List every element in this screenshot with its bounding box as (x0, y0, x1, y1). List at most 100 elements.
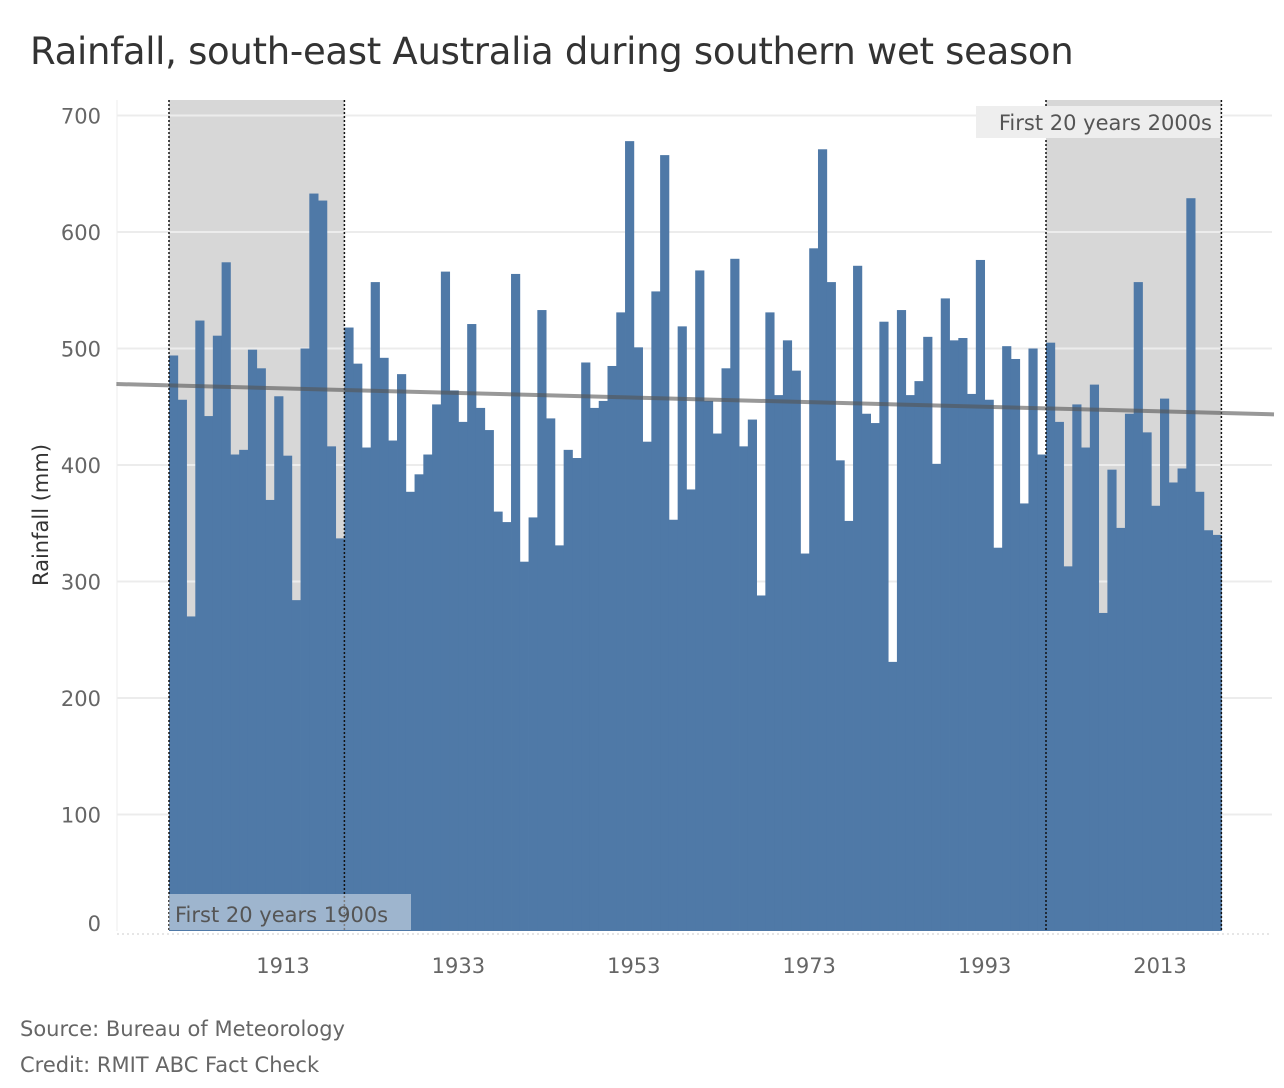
bar-1945 (563, 449, 573, 931)
bar-1935 (475, 407, 486, 931)
bar-1902 (186, 616, 196, 931)
bar-1915 (300, 348, 310, 931)
bar-1903 (195, 320, 205, 931)
source-note: Source: Bureau of Meteorology (20, 1017, 345, 1041)
bar-1919 (335, 538, 345, 931)
trend-line (116, 382, 1275, 417)
bar-1929 (423, 454, 433, 931)
bar-1989 (949, 340, 959, 932)
bar-1925 (388, 440, 398, 931)
bar-2010 (1133, 282, 1143, 932)
bar-1956 (660, 155, 670, 932)
y-tick-label: 100 (61, 804, 101, 828)
bar-1992 (975, 259, 986, 932)
bar-2019 (1212, 534, 1222, 931)
bar-2002 (1063, 566, 1073, 931)
y-tick-label: 0 (88, 912, 101, 936)
bar-1978 (853, 265, 863, 931)
y-axis-title: Rainfall (mm) (29, 444, 53, 586)
bar-1939 (511, 273, 521, 931)
bar-1954 (642, 441, 652, 931)
bar-1987 (931, 463, 942, 931)
bar-2014 (1168, 482, 1178, 931)
bar-1924 (379, 357, 389, 931)
bar-2003 (1072, 404, 1082, 931)
bar-1967 (756, 595, 766, 931)
bar-1969 (774, 395, 784, 932)
x-tick-label: 1953 (607, 954, 660, 978)
bar-1972 (800, 553, 810, 931)
bar-1916 (309, 193, 319, 931)
bar-2015 (1177, 468, 1187, 931)
bar-2018 (1203, 530, 1214, 931)
bar-1911 (265, 499, 275, 931)
bar-1965 (739, 446, 749, 931)
bar-2016 (1186, 198, 1196, 932)
bar-1996 (1010, 358, 1021, 931)
bar-1986 (923, 336, 933, 932)
x-tick-label: 1993 (958, 954, 1011, 978)
bar-1914 (291, 600, 301, 931)
bar-1974 (817, 149, 828, 931)
bar-1973 (809, 248, 819, 931)
annotation-bg-2000s (976, 106, 1220, 138)
bar-1948 (589, 407, 600, 931)
bar-1946 (572, 458, 582, 931)
y-tick-label: 400 (61, 454, 101, 478)
x-tick-label: 1973 (782, 954, 835, 978)
bar-1923 (370, 282, 380, 932)
bar-1981 (879, 321, 889, 932)
bar-1955 (651, 291, 661, 931)
bar-1951 (616, 312, 626, 931)
bar-1901 (177, 399, 187, 931)
bar-2006 (1098, 612, 1108, 931)
bar-1962 (712, 433, 722, 931)
bar-1964 (730, 258, 740, 931)
bar-1953 (633, 347, 643, 932)
bar-1927 (405, 491, 415, 931)
bar-1976 (835, 460, 845, 931)
bar-1968 (765, 312, 775, 931)
annotation-2000s: First 20 years 2000s (999, 111, 1212, 135)
bar-1994 (993, 547, 1003, 931)
x-tick-label: 1913 (256, 954, 309, 978)
bar-1917 (318, 200, 328, 932)
bar-1937 (493, 511, 503, 931)
bar-1926 (397, 374, 407, 931)
bar-1999 (1037, 454, 1047, 931)
bar-1933 (458, 421, 468, 931)
bar-1983 (896, 310, 907, 931)
bar-1960 (695, 270, 705, 931)
bar-1970 (782, 340, 793, 932)
bar-1982 (888, 661, 898, 931)
bar-1900 (169, 355, 179, 931)
bar-1961 (703, 400, 714, 931)
bar-1966 (747, 419, 757, 931)
bar-1995 (1002, 346, 1012, 931)
bar-2013 (1160, 398, 1170, 932)
bar-1952 (625, 141, 635, 931)
bar-1959 (686, 489, 696, 931)
bar-1944 (554, 545, 565, 931)
y-tick-label: 200 (61, 687, 101, 711)
bar-1943 (546, 418, 556, 931)
bar-1984 (905, 395, 915, 932)
bar-2007 (1107, 469, 1117, 931)
bar-1950 (607, 365, 617, 932)
bar-1922 (361, 447, 372, 931)
x-tick-label: 2013 (1133, 954, 1186, 978)
bar-1991 (967, 393, 977, 931)
bar-1985 (914, 381, 924, 931)
bar-1909 (247, 349, 258, 931)
y-tick-label: 300 (61, 571, 101, 595)
bar-1905 (212, 335, 223, 931)
chart-title: Rainfall, south-east Australia during so… (30, 30, 1074, 73)
bar-1908 (239, 449, 249, 931)
bar-1913 (283, 455, 293, 931)
bar-1910 (256, 368, 266, 931)
bar-2004 (1081, 447, 1091, 931)
bar-2008 (1116, 527, 1126, 931)
bar-2017 (1195, 491, 1205, 931)
y-tick-label: 700 (61, 105, 101, 129)
bar-1938 (502, 522, 512, 931)
